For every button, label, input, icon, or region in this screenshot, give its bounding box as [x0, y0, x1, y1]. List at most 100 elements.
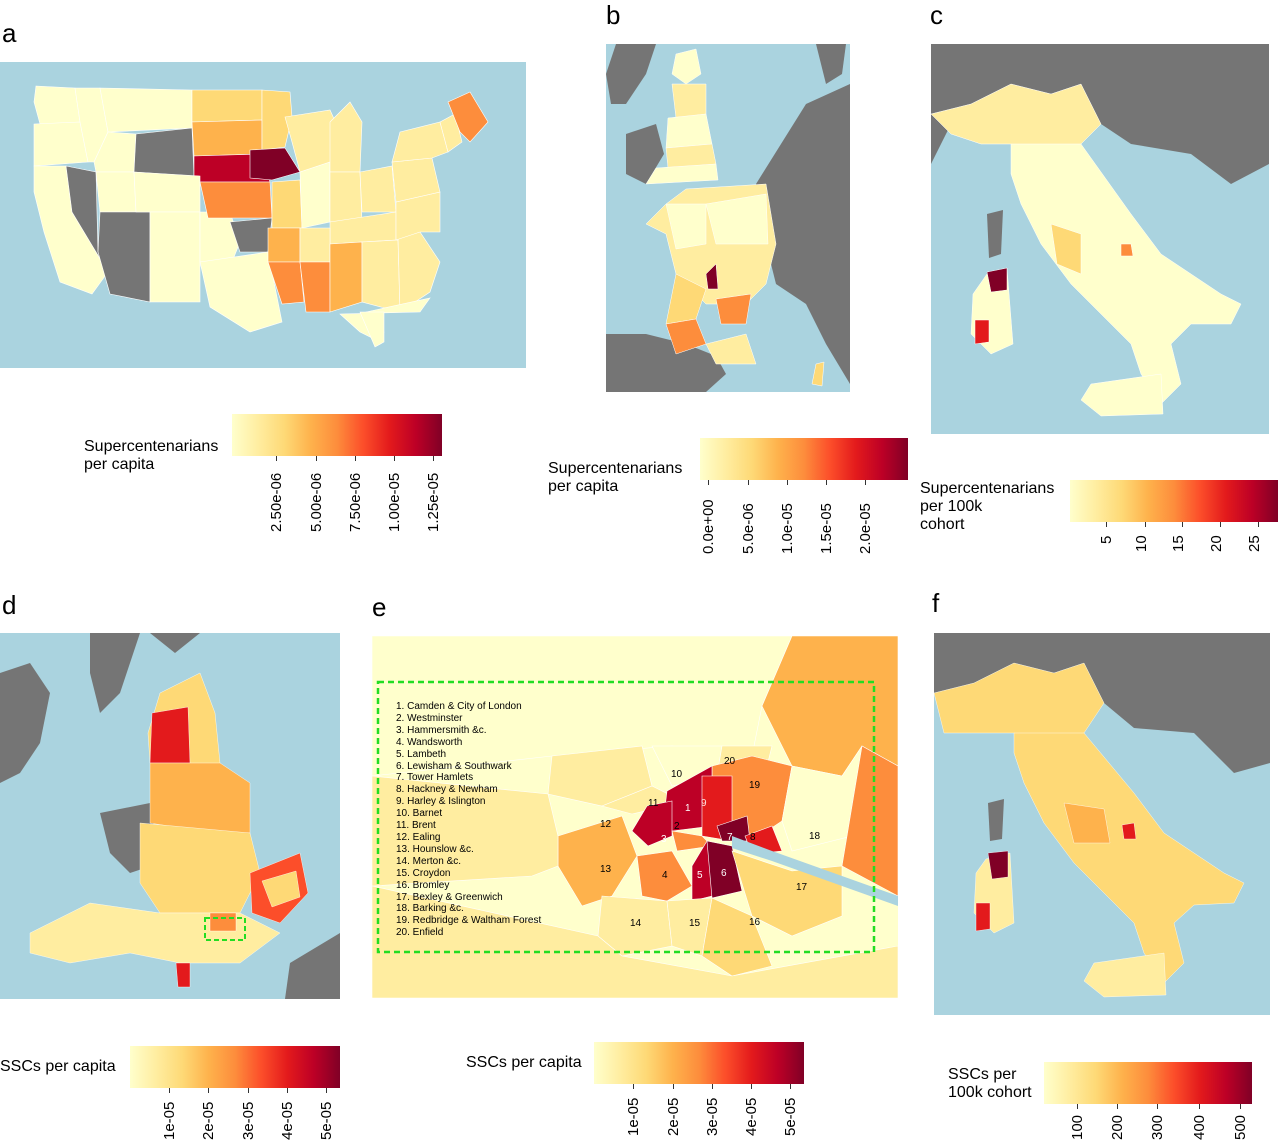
legend-b-tick-label: 0.0e+00 — [700, 499, 717, 554]
legend-c-tick-label: 5 — [1098, 535, 1115, 544]
italy-regions — [934, 662, 1245, 998]
legend-a-tick — [316, 456, 317, 461]
england-map — [0, 633, 340, 999]
panel-letter-c: c — [930, 0, 943, 30]
borough-item: 17. Bexley & Greenwich — [396, 891, 503, 903]
legend-b-title: Supercentenarians per capita — [548, 460, 683, 495]
legend-d-tick — [248, 1088, 249, 1093]
legend-e-tick — [751, 1084, 752, 1089]
region-label: 16 — [749, 917, 761, 928]
borough-item: 5. Lambeth — [396, 748, 447, 760]
legend-a-colorbar — [232, 414, 442, 456]
legend-b-tick — [826, 480, 827, 485]
legend-f: SSCs per 100k cohort 100 200 300 400 500 — [946, 1062, 1256, 1141]
legend-a-tick — [276, 456, 277, 461]
us-states — [33, 85, 489, 348]
inset-frame — [376, 680, 876, 954]
panel-letter-a: a — [2, 18, 17, 48]
region-label: 11 — [648, 798, 659, 809]
borough-item: 4. Wandsworth — [396, 736, 463, 748]
legend-f-colorbar — [1044, 1062, 1252, 1104]
panel-letter-d: d — [2, 590, 17, 620]
legend-f-tick — [1157, 1104, 1158, 1109]
borough-item: 8. Hackney & Newham — [396, 784, 498, 796]
legend-c-title: Supercentenarians per 100k cohort — [920, 480, 1055, 533]
legend-a-tick — [355, 456, 356, 461]
uk-france-map — [606, 44, 850, 392]
legend-c-colorbar — [1070, 480, 1278, 522]
legend-d-tick-label: 2e-05 — [200, 1101, 217, 1140]
london-inset-marker — [204, 917, 246, 941]
legend-d-tick-label: 4e-05 — [279, 1101, 296, 1140]
legend-c-tick — [1106, 522, 1107, 527]
legend-c-tick-label: 20 — [1208, 535, 1225, 552]
neighbour-land — [931, 44, 1269, 258]
borough-list: 1. Camden & City of London 2. Westminste… — [396, 701, 541, 939]
panel-letter-f: f — [932, 588, 940, 618]
legend-b-tick — [748, 480, 749, 485]
legend-e-title: SSCs per capita — [466, 1054, 582, 1071]
legend-d-tick-label: 5e-05 — [318, 1101, 335, 1140]
legend-e-tick-label: 5e-05 — [782, 1097, 799, 1136]
region-label: 6 — [721, 868, 727, 879]
neighbour-land — [606, 44, 850, 392]
legend-b-tick-label: 1.0e-05 — [779, 503, 796, 554]
legend-e-tick — [790, 1084, 791, 1089]
region-label: 12 — [600, 819, 612, 830]
region-label: 9 — [701, 798, 707, 809]
legend-a-tick-label: 2.50e-06 — [268, 472, 285, 532]
legend-c-tick — [1182, 522, 1183, 527]
borough-item: 14. Merton &c. — [396, 855, 462, 867]
borough-item: 12. Ealing — [396, 831, 441, 843]
legend-e-tick-label: 4e-05 — [743, 1097, 760, 1136]
legend-b-tick-label: 2.0e-05 — [857, 503, 874, 554]
region-label: 3 — [661, 834, 667, 845]
legend-c-tick-label: 15 — [1170, 535, 1187, 552]
legend-d-tick — [326, 1088, 327, 1093]
legend-b-colorbar — [700, 438, 908, 480]
italy-map-c — [931, 44, 1269, 434]
region-label: 7 — [727, 832, 733, 843]
borough-item: 10. Barnet — [396, 808, 443, 820]
neighbour-land — [934, 633, 1270, 841]
legend-e-tick-label: 3e-05 — [704, 1097, 721, 1136]
usa-map — [0, 62, 526, 368]
region-number-labels: 1 2 3 4 5 6 7 8 9 10 11 12 13 14 15 16 1… — [600, 756, 821, 929]
legend-d-tick-label: 3e-05 — [240, 1101, 257, 1140]
borough-item: 1. Camden & City of London — [396, 701, 522, 712]
legend-d-title: SSCs per capita — [0, 1058, 116, 1075]
region-label: 15 — [689, 918, 701, 929]
london-map: 1 2 3 4 5 6 7 8 9 10 11 12 13 14 15 16 1… — [372, 636, 898, 998]
legend-c: Supercentenarians per 100k cohort 5 10 1… — [920, 480, 1280, 570]
italy-regions — [931, 83, 1242, 417]
legend-d-tick — [287, 1088, 288, 1093]
legend-a-tick-label: 1.00e-05 — [386, 472, 403, 532]
borough-item: 20. Enfield — [396, 927, 444, 939]
legend-d-colorbar — [130, 1046, 340, 1088]
legend-a-tick — [433, 456, 434, 461]
legend-b-tick — [787, 480, 788, 485]
legend-d: SSCs per capita 1e-05 2e-05 3e-05 4e-05 … — [0, 1046, 345, 1141]
legend-e: SSCs per capita 1e-05 2e-05 3e-05 4e-05 … — [466, 1042, 811, 1141]
legend-c-tick — [1220, 522, 1221, 527]
legend-b-tick-label: 1.5e-05 — [818, 503, 835, 554]
legend-f-tick-label: 100 — [1069, 1114, 1086, 1140]
france-regions — [645, 183, 825, 387]
borough-item: 7. Tower Hamlets — [396, 772, 474, 784]
legend-a-tick-label: 1.25e-05 — [425, 472, 442, 532]
legend-b: Supercentenarians per capita 0.0e+00 5.0… — [548, 438, 910, 556]
legend-e-colorbar — [594, 1042, 804, 1084]
legend-e-tick-label: 1e-05 — [625, 1097, 642, 1136]
panel-letter-b: b — [606, 0, 621, 30]
thames — [732, 836, 898, 906]
legend-d-tick — [169, 1088, 170, 1093]
legend-e-tick — [633, 1084, 634, 1089]
region-label: 8 — [750, 832, 756, 843]
legend-e-tick-label: 2e-05 — [665, 1097, 682, 1136]
legend-a-tick — [394, 456, 395, 461]
legend-b-tick-label: 5.0e-06 — [740, 503, 757, 554]
borough-item: 2. Westminster — [396, 712, 463, 724]
legend-c-tick-label: 25 — [1246, 535, 1263, 552]
legend-f-tick — [1199, 1104, 1200, 1109]
legend-a: Supercentenarians per capita 2.50e-06 5.… — [84, 414, 464, 534]
